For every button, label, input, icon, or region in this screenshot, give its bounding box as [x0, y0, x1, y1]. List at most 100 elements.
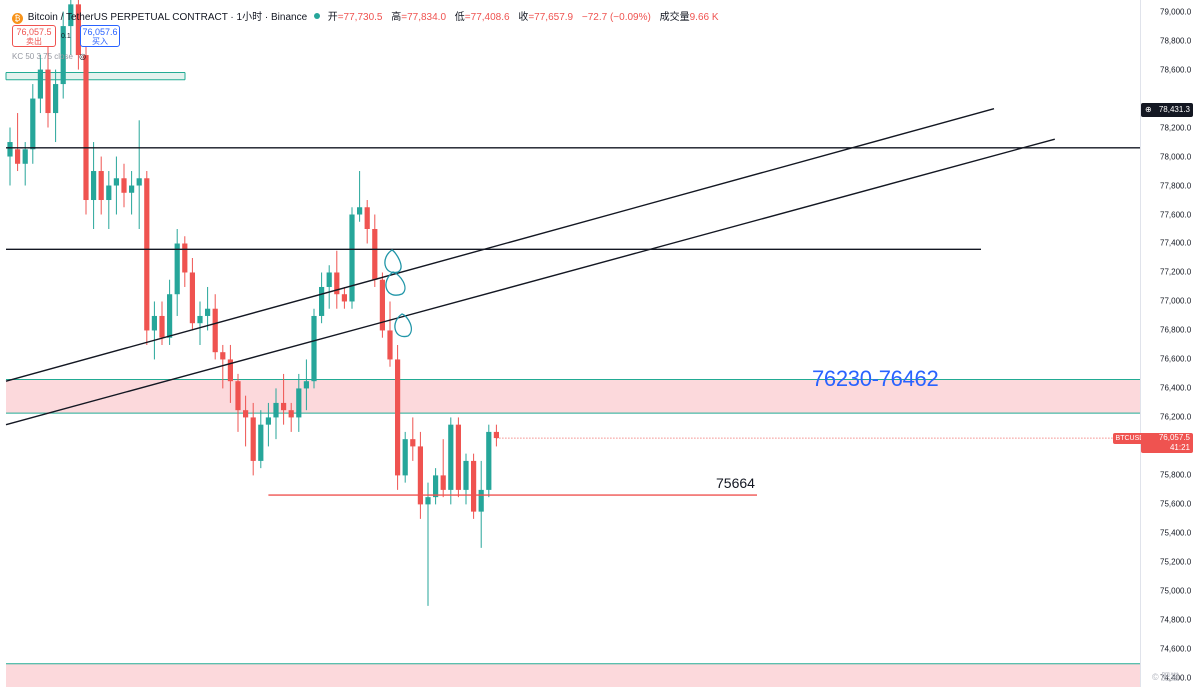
hand-drawn-loop [384, 249, 402, 274]
zones-layer [5, 71, 1140, 687]
candle-body [319, 286, 325, 316]
candle [349, 207, 355, 309]
candle [197, 301, 203, 345]
price-tick: 75,400.0 [1160, 528, 1192, 538]
candle-body [167, 294, 173, 338]
candle [326, 265, 332, 309]
candle [288, 402, 294, 432]
candle [387, 301, 393, 367]
eye-off-icon[interactable]: ◎ [79, 52, 87, 61]
candle-body [243, 410, 249, 418]
indicator-label: KC 50 3.75 close [12, 52, 73, 61]
candle [486, 424, 492, 498]
candle [60, 11, 66, 99]
candle [425, 482, 431, 606]
crosshair-price-tag: ⊕ 78,431.3 [1141, 103, 1193, 117]
candle-body [395, 359, 401, 476]
price-tick: 74,600.0 [1160, 644, 1192, 654]
change-readout: −72.7 (−0.09%) [581, 12, 651, 23]
price-tick: 75,800.0 [1160, 470, 1192, 480]
crosshair-icon: ⊕ [1145, 105, 1152, 114]
candle [463, 453, 469, 505]
candle [220, 344, 226, 389]
candle-body [273, 402, 279, 418]
candle [98, 156, 104, 215]
candle-body [372, 229, 378, 280]
trend-channel-line [5, 108, 995, 382]
candle [281, 373, 287, 425]
candle [121, 163, 127, 208]
candle-body [471, 460, 477, 512]
candle-body [189, 272, 195, 324]
candle [433, 468, 439, 505]
price-tick: 75,200.0 [1160, 557, 1192, 567]
candle-body [75, 4, 81, 56]
price-tick: 74,800.0 [1160, 615, 1192, 625]
price-tick: 78,600.0 [1160, 65, 1192, 75]
candle [83, 40, 89, 215]
market-status-dot [313, 13, 320, 19]
sell-price: 76,057.5 [16, 27, 52, 37]
price-tick: 78,800.0 [1160, 36, 1192, 46]
candle [53, 69, 59, 143]
candle [493, 424, 499, 447]
candle [402, 431, 408, 483]
symbol-tag: BTCUSDT.P [1113, 433, 1157, 444]
candle [364, 200, 370, 244]
candle [478, 460, 484, 548]
candle [471, 453, 477, 519]
price-zone [6, 379, 1140, 414]
candle [410, 417, 416, 461]
candle-body [106, 185, 112, 201]
buy-price: 76,057.6 [82, 27, 118, 37]
candle-body [91, 171, 97, 201]
candle-body [174, 243, 180, 295]
candle [334, 250, 340, 309]
price-tick: 77,600.0 [1160, 210, 1192, 219]
candle-body [455, 424, 461, 490]
ohlc-readout: 开=77,730.5 高=77,834.0 低=77,408.6 收=77,65… [327, 12, 719, 23]
candle [227, 344, 233, 403]
candle [129, 171, 135, 215]
candle-body [45, 69, 51, 114]
sell-button[interactable]: 76,057.5 卖出 [12, 25, 56, 47]
candle-body [311, 315, 317, 382]
price-tick: 74,400.0 [1160, 673, 1192, 683]
candle-body [250, 417, 256, 461]
candle-body [281, 402, 287, 411]
candle-body [68, 4, 74, 27]
symbol-title[interactable]: Bitcoin / TetherUS PERPETUAL CONTRACT · … [27, 12, 308, 23]
candle-body [22, 149, 28, 164]
buy-button[interactable]: 76,057.6 买入 [80, 25, 120, 47]
candle-body [334, 272, 340, 295]
candle-body [113, 178, 119, 186]
candle [311, 308, 317, 389]
volume-readout: 9.66 K [689, 12, 719, 23]
candle-body [440, 475, 446, 490]
candle [448, 417, 454, 505]
candle [113, 156, 119, 215]
candle [75, 0, 81, 70]
candle-body [417, 446, 423, 505]
indicator-legend[interactable]: KC 50 3.75 close ◎ [12, 52, 86, 61]
chart-header: ₿ Bitcoin / TetherUS PERPETUAL CONTRACT … [12, 8, 719, 24]
hand-drawn-marks [384, 249, 412, 338]
spread-value: 0.1 [61, 33, 71, 40]
candle-body [425, 497, 431, 505]
candle-body [98, 171, 104, 201]
candle [440, 439, 446, 498]
candle-body [379, 279, 385, 331]
price-tick: 75,600.0 [1160, 499, 1192, 509]
price-tick: 78,000.0 [1160, 152, 1192, 162]
candle [30, 84, 36, 164]
candle [68, 0, 74, 56]
candle [106, 171, 112, 229]
candle-body [357, 207, 363, 215]
buy-label: 买入 [92, 37, 108, 46]
last-price-tag: 76,057.5 41:21 [1141, 433, 1193, 453]
candle-body [463, 460, 469, 490]
candle-body [387, 330, 393, 360]
candle-body [296, 388, 302, 418]
candle-body [349, 214, 355, 302]
